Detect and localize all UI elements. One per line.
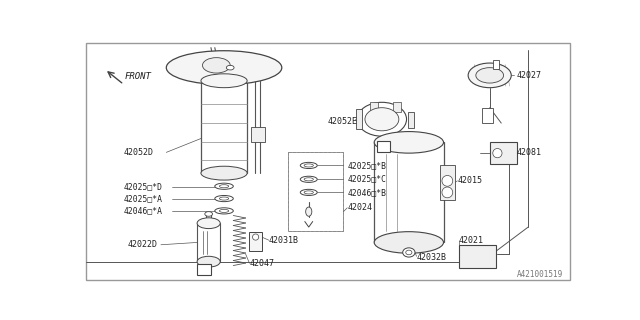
Text: 42025□*A: 42025□*A [124,194,163,203]
Ellipse shape [300,176,317,182]
Ellipse shape [227,65,234,70]
Bar [288,152,344,231]
Ellipse shape [253,234,259,240]
Bar [482,108,493,123]
Text: 42025□*D: 42025□*D [124,182,163,191]
Text: 42031B: 42031B [269,236,299,245]
Text: 42032B: 42032B [417,253,447,262]
Text: FRONT: FRONT [125,72,152,81]
Ellipse shape [166,51,282,84]
Bar [371,101,378,112]
Ellipse shape [300,189,317,196]
Text: 42027: 42027 [516,71,541,80]
Ellipse shape [306,207,312,216]
Bar [459,245,496,268]
Bar [250,232,262,251]
Ellipse shape [468,63,511,88]
Bar [394,101,401,112]
Ellipse shape [215,183,234,189]
Ellipse shape [215,208,234,214]
Ellipse shape [300,162,317,169]
Ellipse shape [205,212,212,216]
Ellipse shape [304,178,314,181]
Ellipse shape [220,197,228,200]
Ellipse shape [365,108,399,131]
Ellipse shape [202,58,230,73]
Ellipse shape [197,256,220,267]
Text: 42052E: 42052E [328,117,358,126]
Ellipse shape [215,196,234,202]
Bar [356,109,362,129]
Bar [493,60,499,69]
Ellipse shape [476,68,504,83]
Bar [490,142,516,164]
Ellipse shape [374,232,444,253]
Text: 42022D: 42022D [128,240,158,249]
Text: 42015: 42015 [458,176,483,185]
Ellipse shape [197,218,220,228]
Bar [440,165,455,200]
Ellipse shape [406,250,412,255]
Ellipse shape [442,175,452,186]
Bar [288,152,344,231]
Bar [197,264,211,275]
Text: 42047: 42047 [250,259,275,268]
Text: 42025□*B: 42025□*B [348,161,387,170]
Ellipse shape [374,132,444,153]
Ellipse shape [220,209,228,212]
Text: A421001519: A421001519 [516,270,563,279]
Bar [408,112,414,129]
Ellipse shape [201,74,247,88]
Ellipse shape [493,148,502,158]
Text: 42081: 42081 [516,148,541,157]
Bar [376,141,390,152]
Ellipse shape [220,185,228,188]
Text: A: A [202,265,207,274]
Ellipse shape [403,248,415,257]
Ellipse shape [201,166,247,180]
Ellipse shape [304,191,314,194]
Text: 42046□*B: 42046□*B [348,188,387,197]
Text: 42024: 42024 [348,203,372,212]
Ellipse shape [304,164,314,167]
Text: 42021: 42021 [459,236,484,245]
Text: 42046□*A: 42046□*A [124,206,163,215]
Text: 42025□*C: 42025□*C [348,175,387,184]
Text: 42052D: 42052D [124,148,154,157]
Ellipse shape [442,187,452,198]
Bar [251,127,265,142]
Ellipse shape [357,102,406,136]
Text: A: A [381,142,386,151]
